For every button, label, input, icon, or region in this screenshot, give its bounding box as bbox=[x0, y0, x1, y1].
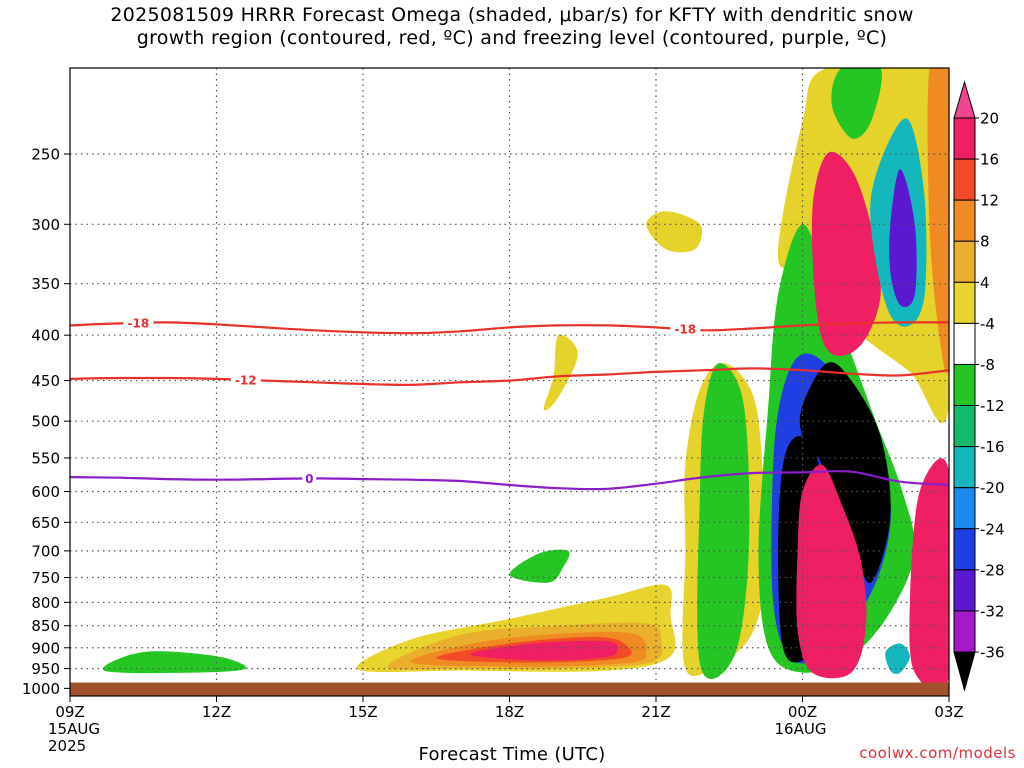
colorbar-label-0: 20 bbox=[980, 110, 999, 128]
y-tick-label-750: 750 bbox=[31, 569, 60, 587]
omega-region-23 bbox=[927, 68, 949, 374]
colorbar-label-4: 4 bbox=[980, 274, 990, 292]
omega-shading bbox=[102, 68, 949, 694]
colorbar-swatch-3 bbox=[953, 240, 976, 283]
x-tick-label-12Z: 12Z bbox=[202, 703, 231, 721]
y-tick-label-550: 550 bbox=[31, 449, 60, 467]
y-tick-label-700: 700 bbox=[31, 542, 60, 560]
omega-region-1 bbox=[697, 363, 750, 679]
colorbar: 20 16 12 8 4 -4 -8 -12 -16 -20 -24 -28 -32 -36 bbox=[953, 80, 1005, 692]
omega-region-15 bbox=[799, 362, 891, 583]
colorbar-swatch-5 bbox=[953, 322, 976, 365]
contour-label-0-1: -18 bbox=[674, 323, 696, 337]
y-tick-label-350: 350 bbox=[31, 275, 60, 293]
omega-region-10 bbox=[646, 211, 703, 253]
colorbar-label-2: 12 bbox=[980, 192, 999, 210]
contour-line-0 bbox=[70, 469, 949, 491]
colorbar-label-3: 8 bbox=[980, 233, 990, 251]
x-tick-label-21Z: 21Z bbox=[641, 703, 670, 721]
colorbar-swatch-11 bbox=[953, 569, 976, 612]
contour-label-bg-0-1 bbox=[670, 322, 701, 337]
omega-region-6 bbox=[470, 640, 619, 661]
colorbar-label-5: -4 bbox=[980, 315, 995, 333]
y-tick-label-900: 900 bbox=[31, 639, 60, 657]
omega-region-22 bbox=[909, 458, 949, 694]
colorbar-label-13: -36 bbox=[980, 644, 1005, 662]
colorbar-swatch-9 bbox=[953, 487, 976, 530]
y-tick-label-800: 800 bbox=[31, 594, 60, 612]
omega-region-16 bbox=[796, 464, 867, 679]
x-tick-label-18Z: 18Z bbox=[495, 703, 524, 721]
colorbar-swatch-6 bbox=[953, 363, 976, 407]
y-tick-label-600: 600 bbox=[31, 483, 60, 501]
y-tick-label-300: 300 bbox=[31, 216, 60, 234]
temperature-contours: -18 -18 -12 0 bbox=[70, 316, 949, 491]
chart-title: 2025081509 HRRR Forecast Omega (shaded, … bbox=[0, 4, 1024, 50]
colorbar-label-1: 16 bbox=[980, 151, 999, 169]
omega-region-7 bbox=[102, 651, 247, 674]
omega-region-21 bbox=[885, 643, 910, 674]
x-tick-sublabel-09Z-1: 2025 bbox=[48, 737, 86, 755]
surface-strip bbox=[70, 682, 949, 696]
ground-surface bbox=[70, 682, 949, 696]
contour-label-2-0: 0 bbox=[305, 472, 313, 486]
y-tick-label-650: 650 bbox=[31, 514, 60, 532]
contour-label-0-0: -18 bbox=[128, 317, 150, 331]
y-tick-label-1000: 1000 bbox=[22, 680, 60, 698]
colorbar-swatch-8 bbox=[953, 446, 976, 489]
colorbar-label-8: -16 bbox=[980, 438, 1005, 456]
x-tick-label-15Z: 15Z bbox=[348, 703, 377, 721]
omega-region-19 bbox=[889, 169, 917, 308]
colorbar-swatch-4 bbox=[953, 281, 976, 324]
colorbar-swatch-12 bbox=[953, 610, 976, 653]
colorbar-swatch-1 bbox=[953, 158, 976, 201]
colorbar-label-7: -12 bbox=[980, 397, 1005, 415]
colorbar-label-9: -20 bbox=[980, 479, 1005, 497]
y-tick-label-850: 850 bbox=[31, 617, 60, 635]
contour-label-bg-2-0 bbox=[302, 471, 317, 486]
colorbar-swatch-7 bbox=[953, 405, 976, 448]
contour-line--12 bbox=[70, 367, 949, 386]
x-axis-label: Forecast Time (UTC) bbox=[418, 744, 606, 765]
y-tick-label-950: 950 bbox=[31, 660, 60, 678]
y-tick-label-400: 400 bbox=[31, 327, 60, 345]
omega-region-20 bbox=[831, 68, 882, 139]
contour-label-1-0: -12 bbox=[235, 373, 257, 387]
contour-label-bg-0-0 bbox=[123, 316, 154, 331]
omega-region-17 bbox=[811, 151, 881, 357]
x-tick-label-00Z: 00Z bbox=[788, 703, 817, 721]
colorbar-top-arrow bbox=[953, 80, 976, 119]
title-line-1: 2025081509 HRRR Forecast Omega (shaded, … bbox=[110, 4, 914, 26]
x-tick-label-09Z: 09Z bbox=[55, 703, 84, 721]
y-axis-pressure-ticks: 250 300 350 400 450 500 550 600 650 700 750 800 850 9… bbox=[22, 146, 70, 698]
y-tick-label-450: 450 bbox=[31, 372, 60, 390]
colorbar-bottom-arrow bbox=[953, 651, 976, 692]
contour-line--18 bbox=[70, 321, 949, 335]
y-tick-label-500: 500 bbox=[31, 413, 60, 431]
title-line-2: growth region (contoured, red, ºC) and f… bbox=[136, 27, 888, 49]
x-tick-sublabel-00Z-0: 16AUG bbox=[775, 720, 827, 738]
colorbar-swatch-10 bbox=[953, 528, 976, 571]
x-tick-label-03Z: 03Z bbox=[934, 703, 963, 721]
colorbar-label-11: -28 bbox=[980, 561, 1005, 579]
credit-link[interactable]: coolwx.com/models bbox=[859, 744, 1016, 762]
omega-region-9 bbox=[543, 334, 578, 411]
contour-label-bg-1-0 bbox=[230, 372, 261, 387]
colorbar-label-6: -8 bbox=[980, 356, 995, 374]
colorbar-label-10: -24 bbox=[980, 520, 1005, 538]
omega-region-8 bbox=[509, 549, 570, 583]
colorbar-label-12: -32 bbox=[980, 602, 1005, 620]
colorbar-swatch-2 bbox=[953, 199, 976, 242]
colorbar-swatch-0 bbox=[953, 117, 976, 160]
x-tick-sublabel-09Z-0: 15AUG bbox=[48, 720, 100, 738]
y-tick-label-250: 250 bbox=[31, 146, 60, 164]
